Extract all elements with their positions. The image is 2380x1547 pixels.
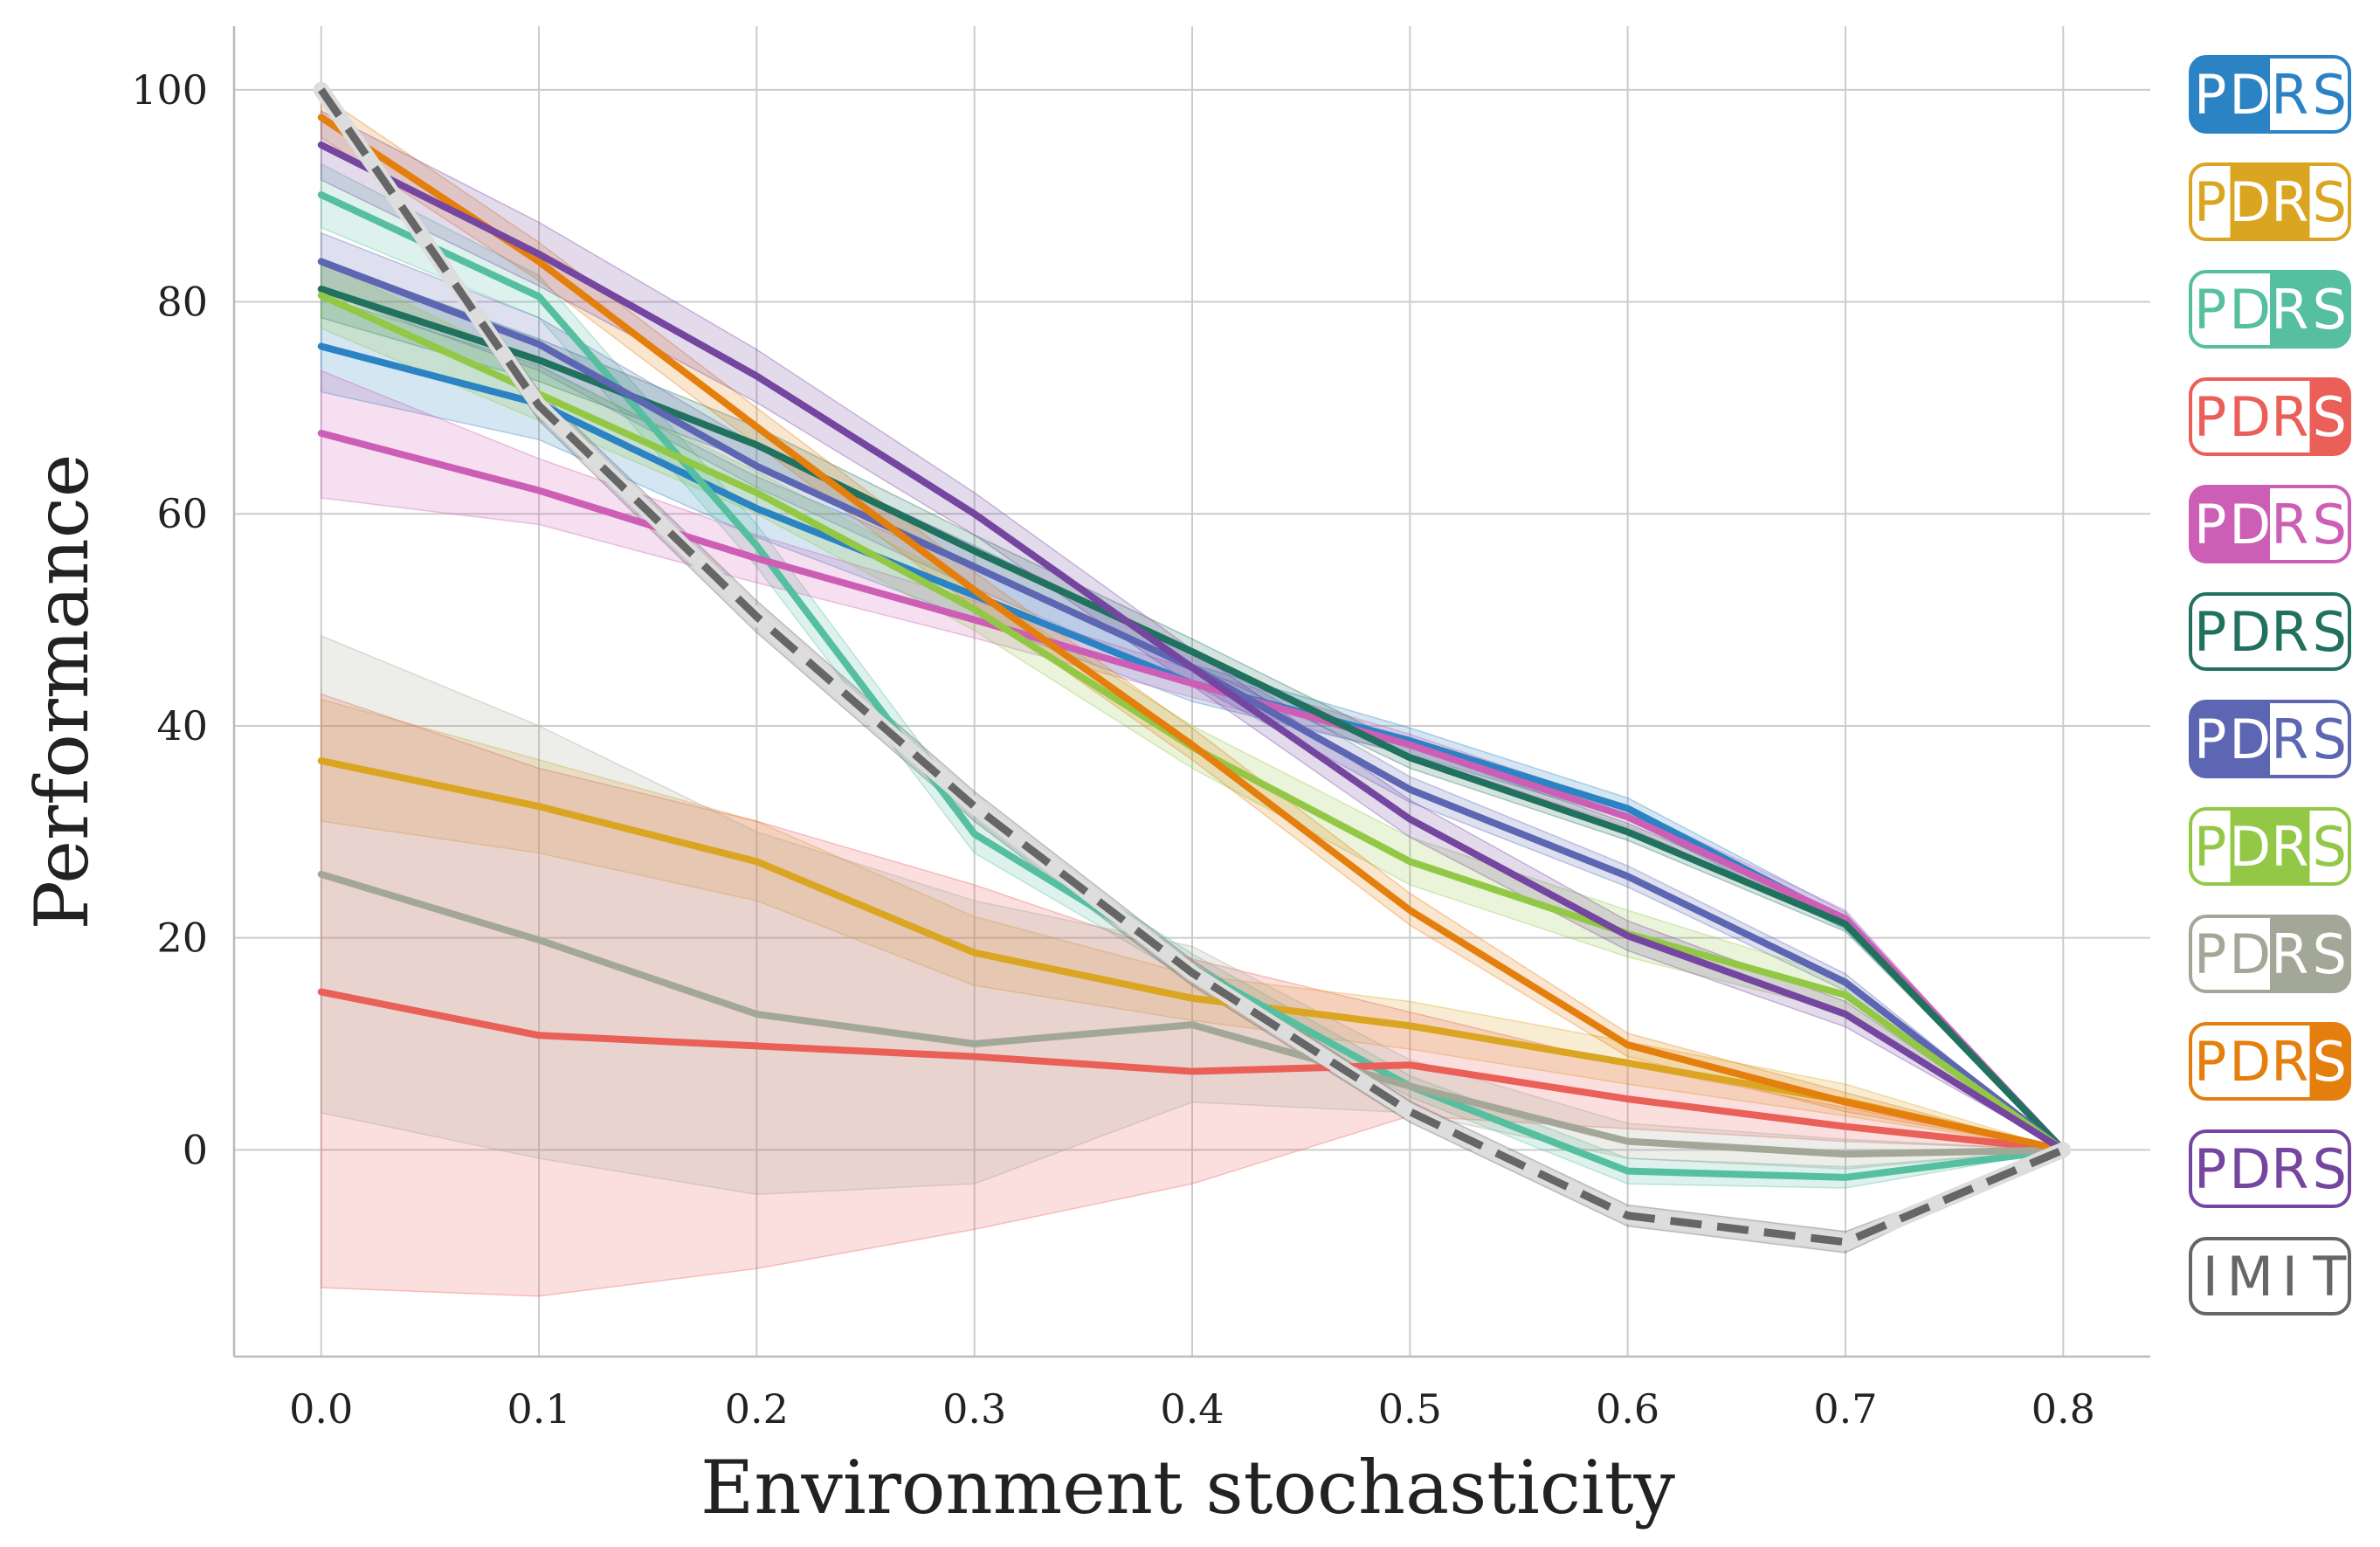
axes	[232, 26, 2150, 1358]
band-series-8	[320, 634, 2064, 1196]
legend-entry-9: PDRS	[2189, 1022, 2351, 1101]
legend-label: PDRS	[2194, 385, 2347, 449]
legend-entry-0: PDRS	[2189, 55, 2351, 134]
legend-entry-8: PDRS	[2189, 915, 2351, 993]
line-series-11	[318, 87, 2066, 1247]
x-tick-label: 0.7	[1813, 1385, 1877, 1433]
legend-entry-1: PDRS	[2189, 162, 2351, 241]
legend-label: PDRS	[2194, 922, 2347, 986]
y-tick-label: 20	[156, 915, 208, 962]
legend-label: PDRS	[2194, 600, 2347, 664]
line-series-1	[317, 756, 2067, 1154]
y-tick-labels: 0 20 40 60 80 100	[131, 66, 208, 1174]
grid-lines	[234, 26, 2150, 1357]
y-tick-label: 0	[183, 1126, 208, 1173]
legend-badge-highlight	[2270, 916, 2349, 991]
legend-badge-highlight	[2190, 57, 2270, 132]
band-series-1	[320, 698, 2064, 1151]
x-tick-label: 0.5	[1378, 1385, 1442, 1433]
y-tick-label: 40	[156, 702, 208, 749]
legend-label: PDRS	[2194, 63, 2347, 127]
legend-badge-highlight	[2309, 1024, 2349, 1099]
x-tick-label: 0.2	[725, 1385, 789, 1433]
legend-badge	[2189, 1129, 2351, 1208]
legend-entry-5: PDRS	[2189, 592, 2351, 671]
legend-label: PDRS	[2194, 1137, 2347, 1201]
band-series-10	[320, 109, 2064, 1151]
x-tick-label: 0.0	[289, 1385, 353, 1433]
series-lines	[313, 81, 2072, 1250]
legend-label: PDRS	[2194, 493, 2347, 556]
x-tick-label: 0.6	[1596, 1385, 1659, 1433]
x-tick-label: 0.4	[1160, 1385, 1224, 1433]
line-series-8	[317, 870, 2067, 1158]
y-tick-label: 60	[156, 490, 208, 537]
legend-badge-highlight	[2190, 487, 2270, 562]
legend-entry-3: PDRS	[2189, 377, 2351, 456]
legend-label: PDRS	[2194, 1030, 2347, 1094]
legend-entry-6: PDRS	[2189, 700, 2351, 778]
legend-badge-highlight	[2230, 164, 2310, 239]
x-axis-label: Environment stochasticity	[700, 1445, 1676, 1530]
legend-entry-10: PDRS	[2189, 1129, 2351, 1208]
legend-badge-highlight	[2309, 379, 2349, 454]
legend-badge	[2189, 1237, 2351, 1316]
line-series-3	[317, 988, 2067, 1154]
legend-badge	[2189, 592, 2351, 671]
legend-label: PDRS	[2194, 170, 2347, 234]
legend-label: PDRS	[2194, 278, 2347, 342]
legend-entry-7: PDRS	[2189, 807, 2351, 886]
y-axis-label: Performance	[19, 453, 105, 929]
legend-badge-highlight	[2230, 809, 2310, 884]
x-tick-label: 0.3	[942, 1385, 1006, 1433]
x-tick-label: 0.1	[507, 1385, 570, 1433]
legend-badge-highlight	[2190, 701, 2270, 777]
y-tick-label: 100	[131, 66, 208, 114]
line-series-9	[317, 114, 2067, 1154]
legend-entry-2: PDRS	[2189, 270, 2351, 349]
x-tick-labels: 0.0 0.1 0.2 0.3 0.4 0.5 0.6 0.7 0.8	[289, 1385, 2095, 1433]
line-series-4	[317, 430, 2067, 1154]
legend-label: PDRS	[2194, 815, 2347, 879]
legend-entry-4: PDRS	[2189, 485, 2351, 563]
legend-label: PDRS	[2194, 708, 2347, 771]
x-tick-label: 0.8	[2032, 1385, 2095, 1433]
band-series-9	[320, 93, 2064, 1151]
y-tick-label: 80	[156, 279, 208, 326]
line-series-10	[317, 141, 2067, 1154]
legend: PDRS PDRS PDRS PDRS PDRS PDRS PDRS PDRS PDRS PDRS…	[2189, 55, 2351, 1316]
legend-badge-highlight	[2270, 272, 2349, 347]
